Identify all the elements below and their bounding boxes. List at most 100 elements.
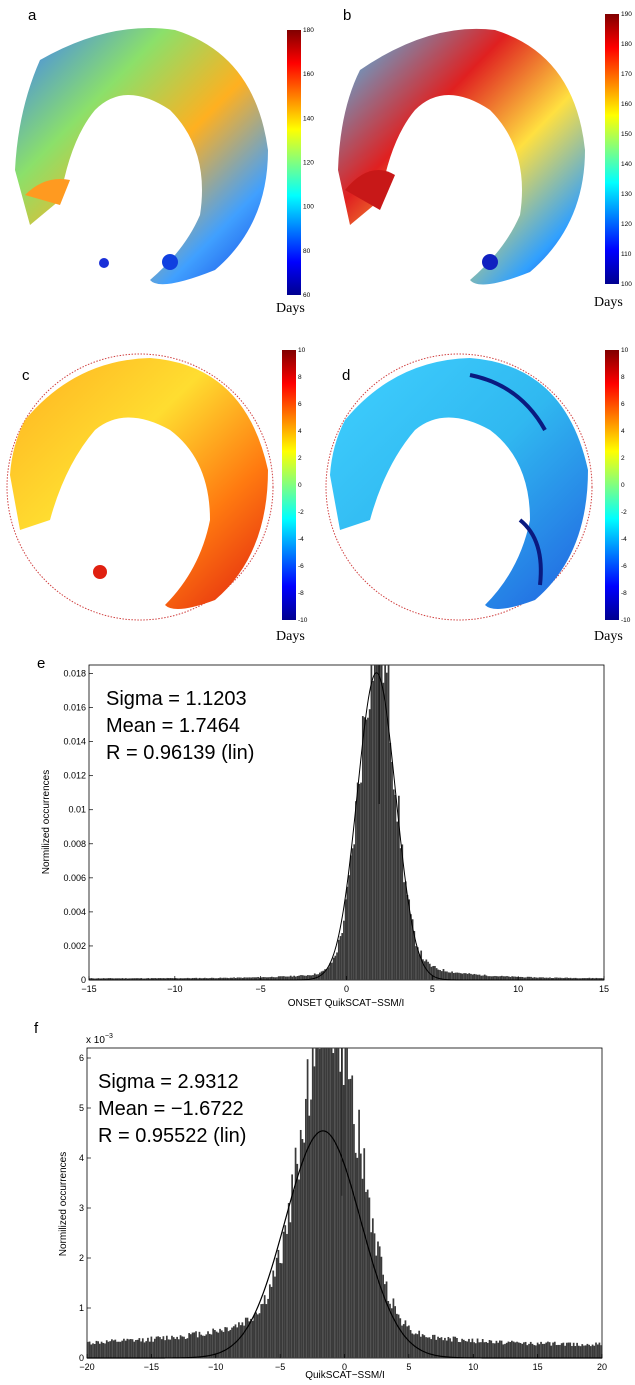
histogram-bar — [495, 1340, 498, 1358]
histogram-bar — [555, 977, 558, 980]
map-a — [15, 28, 268, 285]
panel-a-label: a — [28, 7, 37, 24]
histogram-bar — [550, 1345, 553, 1358]
histogram-bar — [171, 978, 174, 980]
histogram-bar — [470, 973, 472, 980]
histogram-bar — [383, 1284, 386, 1358]
histogram-bar — [485, 975, 488, 980]
histogram-bar — [536, 1342, 539, 1358]
histogram-bar — [111, 1339, 113, 1358]
histogram-bar — [240, 977, 242, 980]
histogram-bar — [260, 977, 263, 980]
histogram-bar — [442, 969, 445, 980]
histogram-bar — [343, 920, 345, 980]
histogram-bar — [512, 1341, 515, 1358]
histogram-bar — [511, 976, 514, 980]
histogram-bar — [311, 1048, 314, 1358]
histogram-bar — [499, 976, 501, 980]
colorbar-tick-label: 130 — [621, 191, 632, 198]
histogram-bar — [576, 1342, 578, 1358]
x-tick-label: 0 — [344, 984, 349, 994]
histogram-bar — [370, 1232, 372, 1358]
histogram-bar — [332, 957, 335, 980]
histogram-bar — [414, 1333, 417, 1358]
histogram-bar — [140, 978, 143, 980]
colorbar-d — [605, 350, 619, 620]
histogram-bar — [236, 1327, 239, 1358]
colorbar-tick-label: -10 — [621, 617, 631, 624]
histogram-bar — [398, 795, 400, 980]
histogram-bar — [581, 978, 584, 980]
histogram-bar — [541, 1343, 544, 1358]
histogram-bar — [482, 975, 484, 980]
histogram-bar — [262, 977, 265, 980]
histogram-bar — [224, 977, 227, 980]
histogram-bar — [173, 978, 175, 980]
y-multiplier-base: x 10 — [86, 1035, 105, 1046]
colorbar-tick-label: 160 — [303, 71, 314, 78]
histogram-bar — [576, 978, 579, 980]
colorbar-tick-label: 2 — [298, 455, 302, 462]
histogram-bar — [358, 1109, 360, 1358]
histogram-bar — [494, 975, 496, 980]
colorbar-tick-label: 120 — [621, 221, 632, 228]
histogram-bar — [514, 1342, 517, 1358]
y-axis-label-e: Normilized occurrences — [41, 770, 52, 874]
colorbar-tick-label: -8 — [621, 590, 627, 597]
histogram-bar — [372, 680, 374, 980]
histogram-bar — [325, 969, 328, 980]
histogram-bar — [174, 1338, 177, 1358]
histogram-bar — [131, 1339, 134, 1358]
histogram-bar — [239, 1325, 242, 1358]
histogram-bar — [233, 977, 235, 980]
histogram-bar — [535, 1345, 537, 1358]
histogram-bar — [538, 1344, 541, 1358]
histogram-bar — [176, 978, 179, 980]
y-tick-label: 5 — [79, 1103, 84, 1113]
histogram-bar — [451, 971, 453, 980]
histogram-bar — [560, 1343, 563, 1358]
histogram-bars-e — [89, 665, 604, 980]
histogram-bar — [597, 978, 599, 980]
histogram-bar — [294, 1147, 297, 1358]
histogram-bar — [389, 742, 392, 980]
histogram-bar — [579, 1346, 582, 1358]
histogram-bar — [586, 1343, 589, 1358]
histogram-bar — [164, 978, 167, 980]
histogram-bar — [176, 1336, 178, 1358]
colorbar-tick-label: -4 — [298, 536, 304, 543]
histogram-bar — [473, 973, 476, 980]
histogram-bar — [224, 1327, 227, 1358]
histogram-bar — [513, 976, 515, 980]
colorbar-tick-label: 10 — [621, 347, 629, 354]
histogram-bar — [159, 978, 162, 980]
histogram-bar — [114, 1339, 117, 1358]
histogram-bar — [212, 977, 215, 980]
map-d — [330, 358, 588, 609]
histogram-bar — [428, 963, 431, 980]
histogram-bar — [406, 1326, 409, 1358]
histogram-bar — [471, 1338, 474, 1358]
histogram-bar — [155, 1336, 158, 1358]
histogram-bar — [243, 977, 246, 980]
histogram-bar — [492, 1343, 494, 1358]
histogram-bar — [121, 1340, 124, 1358]
histogram-bar — [245, 977, 247, 980]
histogram-bar — [595, 1342, 597, 1358]
histogram-bar — [169, 977, 172, 980]
histogram-bar — [265, 977, 268, 980]
histogram-bar — [585, 978, 587, 980]
histogram-bar — [183, 978, 186, 980]
colorbar-tick-label: -10 — [298, 617, 308, 624]
colorbar-tick-label: -8 — [298, 590, 304, 597]
histogram-bar — [279, 1262, 281, 1358]
histogram-bar — [514, 976, 517, 980]
histogram-bar — [112, 1340, 115, 1358]
histogram-bar — [406, 894, 409, 980]
histogram-bar — [210, 1334, 213, 1358]
histogram-bar — [404, 1320, 407, 1358]
histogram-bar — [490, 976, 493, 980]
histogram-bar — [416, 1334, 419, 1358]
histogram-bar — [102, 1342, 105, 1358]
histogram-bar — [392, 789, 395, 980]
